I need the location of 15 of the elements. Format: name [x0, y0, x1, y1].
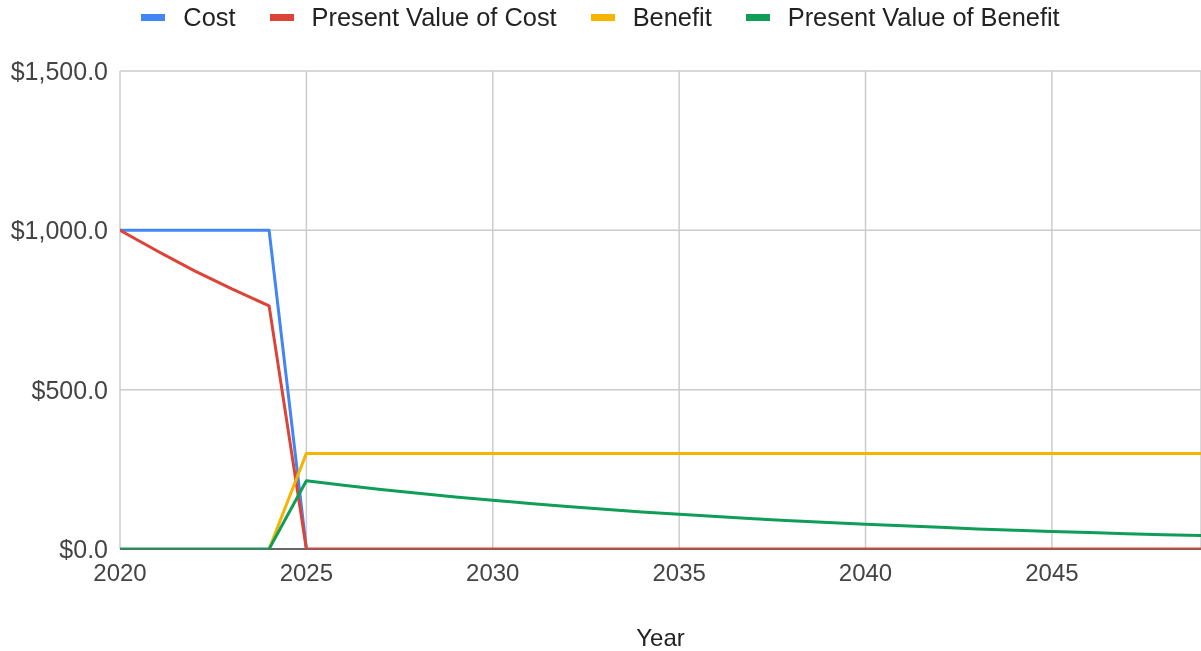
- x-tick-label: 2045: [1025, 559, 1079, 587]
- x-tick-label: 2035: [652, 559, 706, 587]
- x-axis-title: Year: [636, 624, 685, 651]
- legend-label: Present Value of Benefit: [787, 3, 1060, 32]
- x-tick-label: 2030: [466, 559, 520, 587]
- y-tick-label: $500.0: [31, 375, 108, 404]
- legend-label: Present Value of Cost: [311, 3, 557, 32]
- y-tick-label: $1,000.0: [10, 216, 108, 245]
- line-series: [120, 479, 1201, 549]
- legend-label: Benefit: [632, 3, 712, 32]
- y-tick-label: $1,500.0: [10, 56, 108, 85]
- line-series: [120, 228, 1201, 549]
- x-tick-label: 2025: [279, 559, 334, 587]
- legend-label: Cost: [183, 3, 236, 32]
- x-tick-label: 2040: [838, 559, 893, 587]
